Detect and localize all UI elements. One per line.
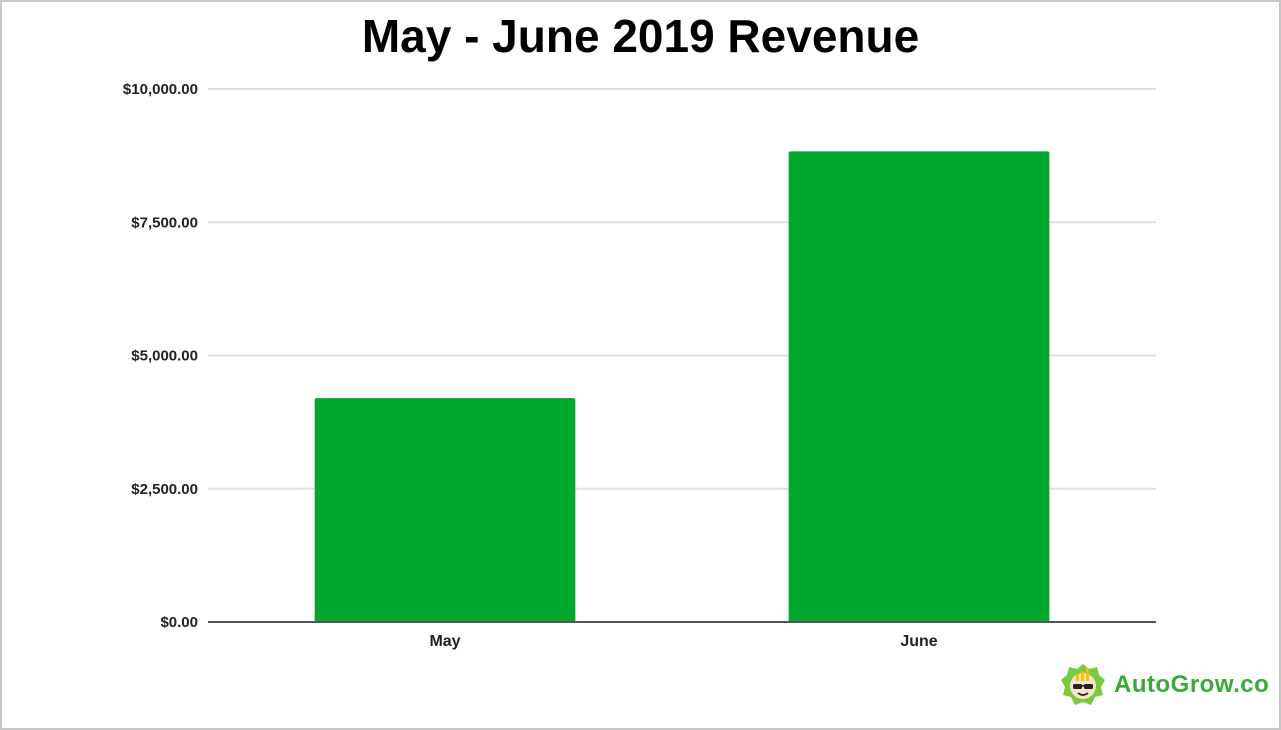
x-axis-category-labels: May June [429,633,937,650]
y-tick-label: $2,500.00 [131,481,198,498]
autogrow-mascot-logo-icon [1061,664,1105,705]
bar-june [788,151,1050,622]
y-tick-label: $10,000.00 [123,81,198,98]
y-tick-label: $5,000.00 [131,348,198,365]
y-tick-label: $0.00 [160,614,198,631]
x-category-label: May [429,633,460,650]
chart-title: May - June 2019 Revenue [361,10,920,62]
y-tick-label: $7,500.00 [131,214,198,231]
brand-name: AutoGrow.co [1114,671,1270,698]
bar-may [314,398,576,622]
y-axis-tick-labels: $0.00 $2,500.00 $5,000.00 $7,500.00 $10,000.… [123,81,198,631]
bars [314,151,1050,622]
x-category-label: June [900,633,937,650]
brand-watermark: AutoGrow.co [1060,660,1269,710]
